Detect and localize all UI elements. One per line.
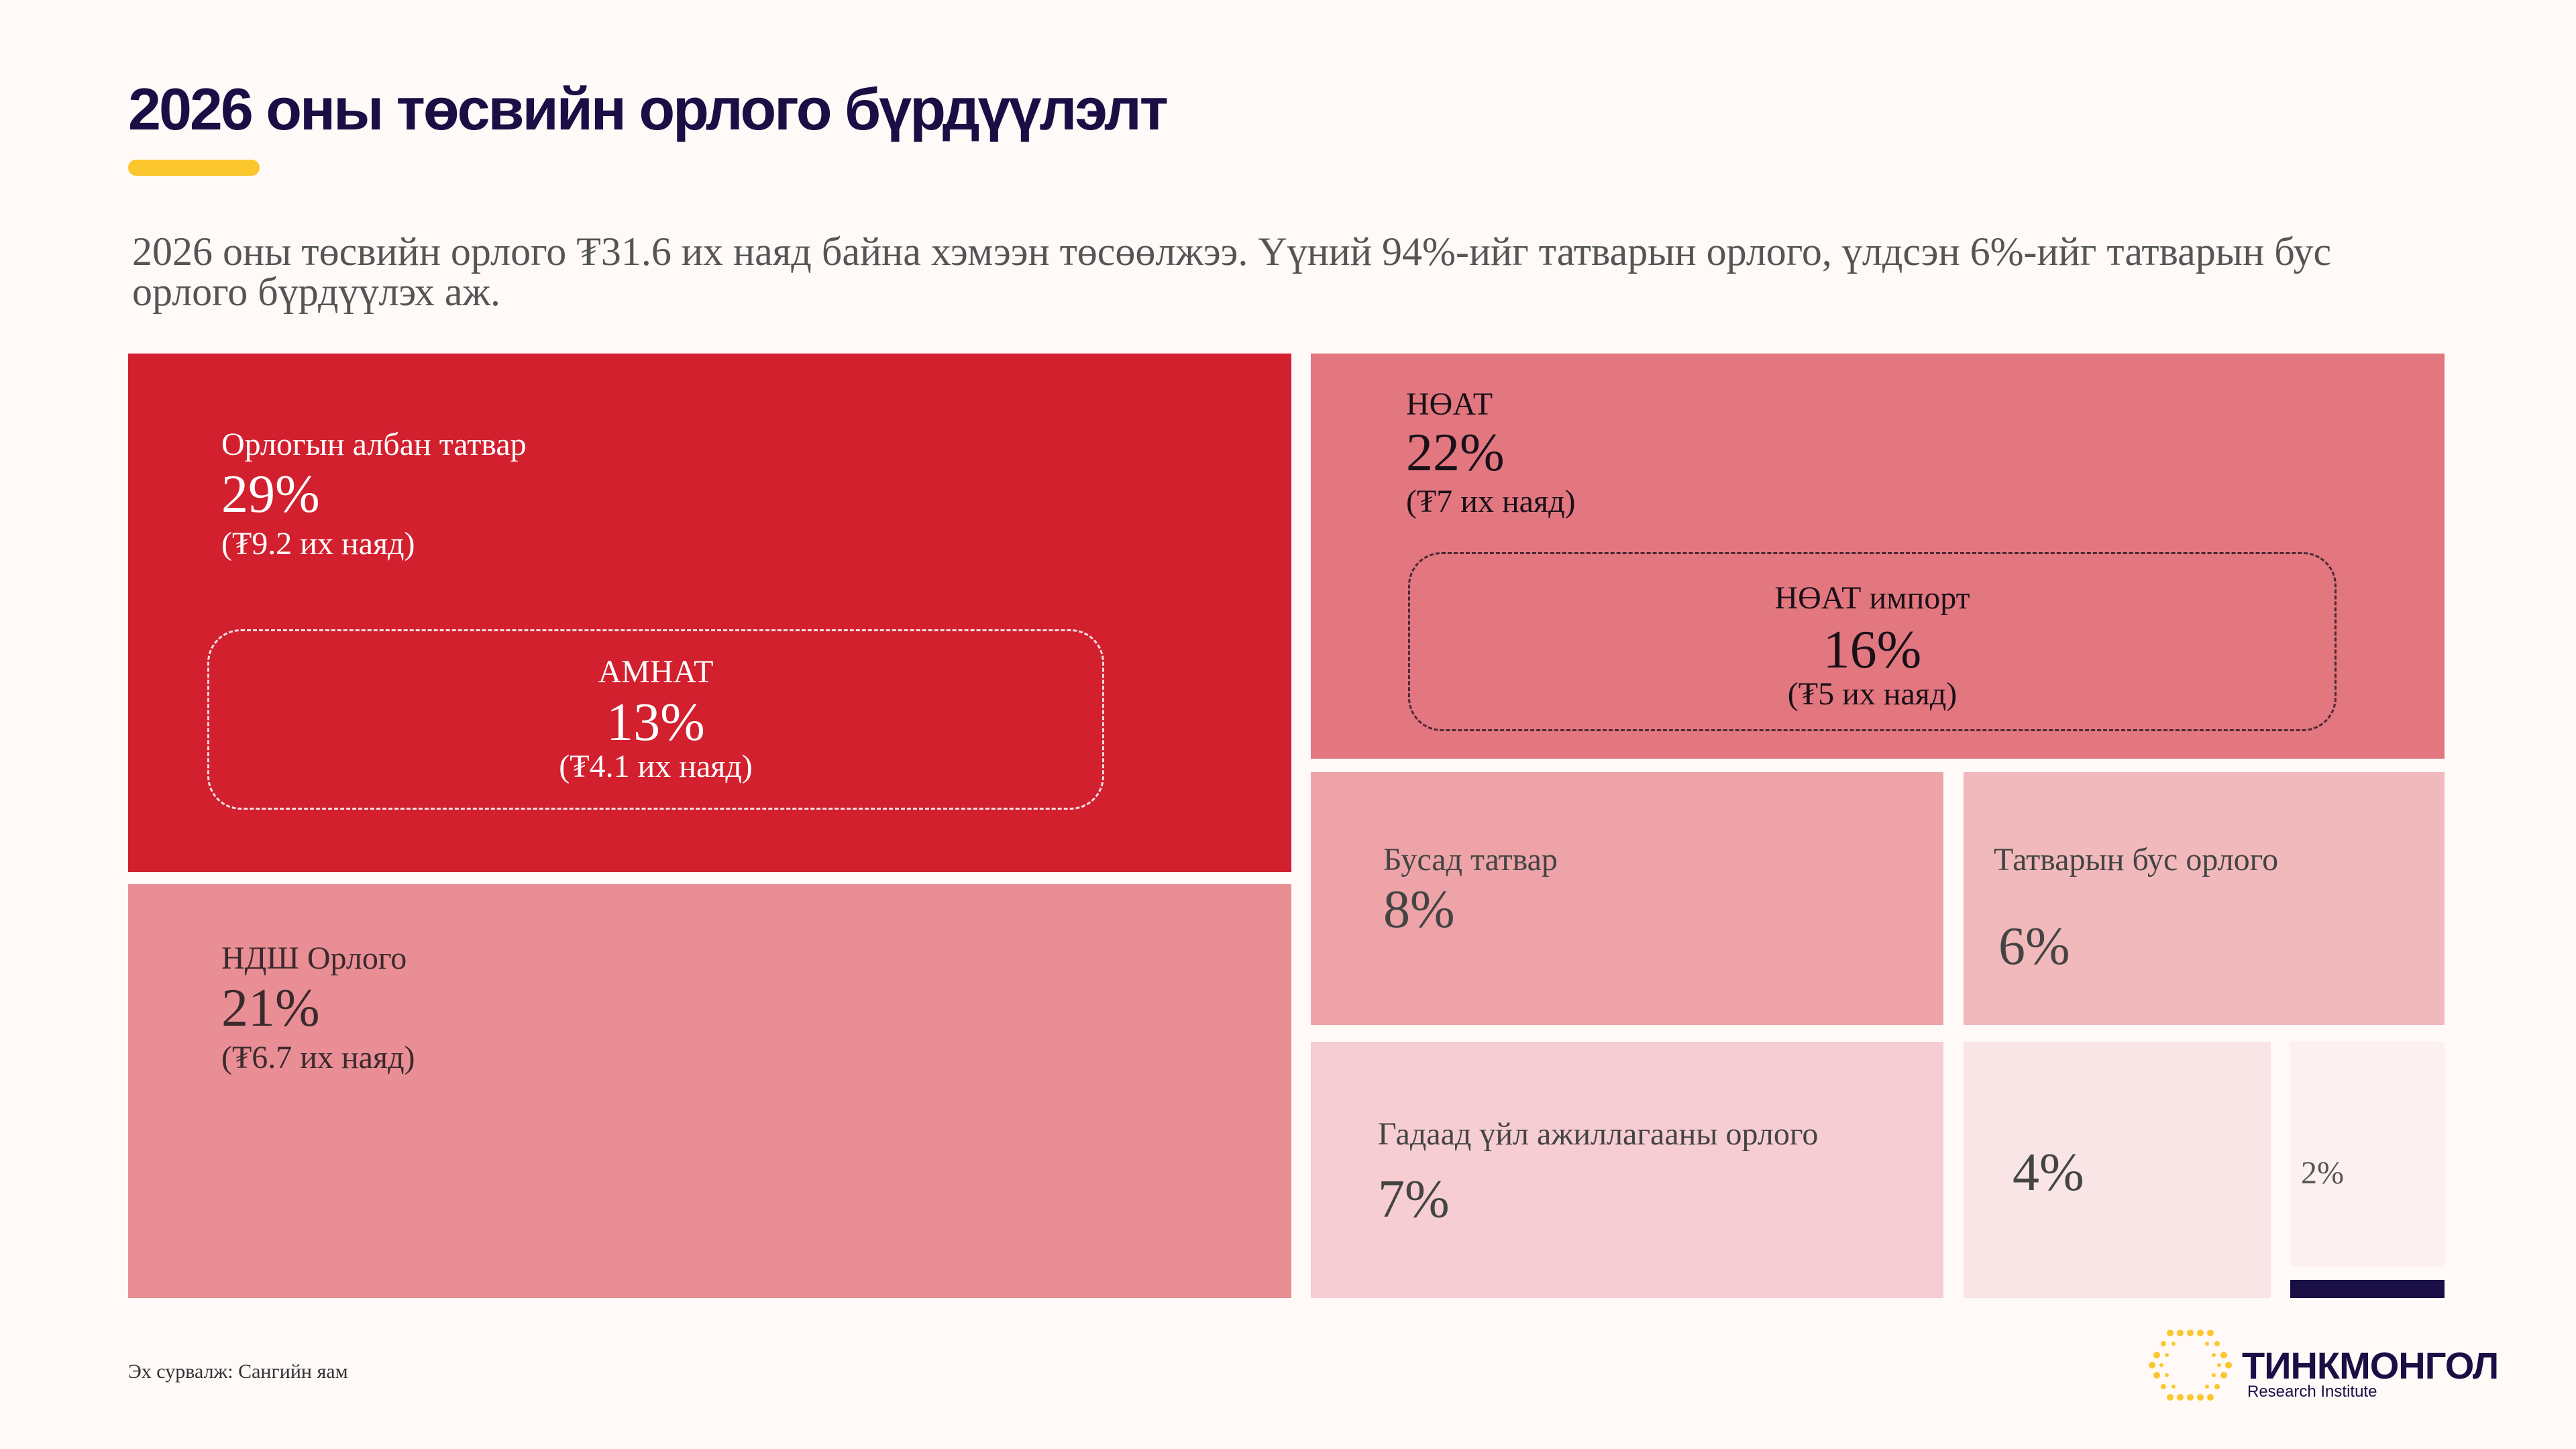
source-note: Эх сурвалж: Сангийн яам [128, 1360, 348, 1383]
page-title: 2026 оны төсвийн орлого бүрдүүлэлт [128, 76, 1169, 142]
tile-percent: 2% [2301, 1155, 2344, 1191]
tile-amount: (₮7 их наяд) [1406, 484, 1576, 519]
subtile-amount: (₮5 их наяд) [1787, 676, 1957, 712]
treemap-tile-4pct: 4% [1964, 1042, 2271, 1298]
logo-subtitle: Research Institute [2247, 1383, 2377, 1401]
subtile-percent: 13% [606, 692, 705, 752]
subtile-label: НӨАТ импорт [1774, 580, 1970, 616]
tile-percent: 6% [1998, 917, 2070, 976]
treemap-tile-social-insurance: НДШ Орлого 21% (₮6.7 их наяд) [128, 884, 1291, 1298]
tile-label: Орлогын албан татвар [221, 427, 527, 462]
treemap-tile-income-tax: Орлогын албан татвар 29% (₮9.2 их наяд) … [128, 354, 1291, 872]
subtile-amnat: АМНАТ 13% (₮4.1 их наяд) [207, 629, 1104, 810]
tile-percent: 21% [221, 979, 320, 1038]
tile-label: Бусад татвар [1383, 842, 1558, 877]
page-subtitle: 2026 оны төсвийн орлого ₮31.6 их наяд ба… [132, 229, 2332, 314]
tile-label: Татварын бус орлого [1994, 842, 2279, 877]
title-accent-bar [128, 160, 260, 176]
tile-percent: 29% [221, 465, 320, 524]
tile-percent: 7% [1378, 1170, 1450, 1229]
subtile-label: АМНАТ [598, 654, 714, 690]
logo: ТИНКМОНГОЛ Research Institute [2147, 1325, 2499, 1405]
treemap-tile-2pct: 2% [2290, 1042, 2445, 1267]
treemap-tile-non-tax: Татварын бус орлого 6% [1964, 772, 2445, 1025]
tile-percent: 22% [1406, 423, 1505, 482]
treemap-tile-vat: НӨАТ 22% (₮7 их наяд) НӨАТ импорт 16% (₮… [1311, 354, 2445, 759]
tile-amount: (₮9.2 их наяд) [221, 526, 415, 561]
logo-hexagon-dots-icon [2149, 1330, 2232, 1401]
tile-percent: 8% [1383, 880, 1455, 939]
subtile-vat-import: НӨАТ импорт 16% (₮5 их наяд) [1408, 552, 2337, 731]
treemap-tile-other-tax: Бусад татвар 8% [1311, 772, 1943, 1025]
logo-name: ТИНКМОНГОЛ [2242, 1344, 2499, 1387]
navy-accent-bar [2290, 1280, 2445, 1298]
tile-label: НӨАТ [1406, 386, 1493, 422]
tile-label: НДШ Орлого [221, 941, 407, 976]
subtile-amount: (₮4.1 их наяд) [559, 748, 753, 784]
tile-label: Гадаад үйл ажиллагааны орлого [1378, 1116, 1819, 1152]
subtile-percent: 16% [1823, 620, 1922, 680]
treemap-tile-foreign-activity: Гадаад үйл ажиллагааны орлого 7% [1311, 1042, 1943, 1298]
tile-percent: 4% [2012, 1143, 2084, 1202]
tile-amount: (₮6.7 их наяд) [221, 1040, 415, 1075]
